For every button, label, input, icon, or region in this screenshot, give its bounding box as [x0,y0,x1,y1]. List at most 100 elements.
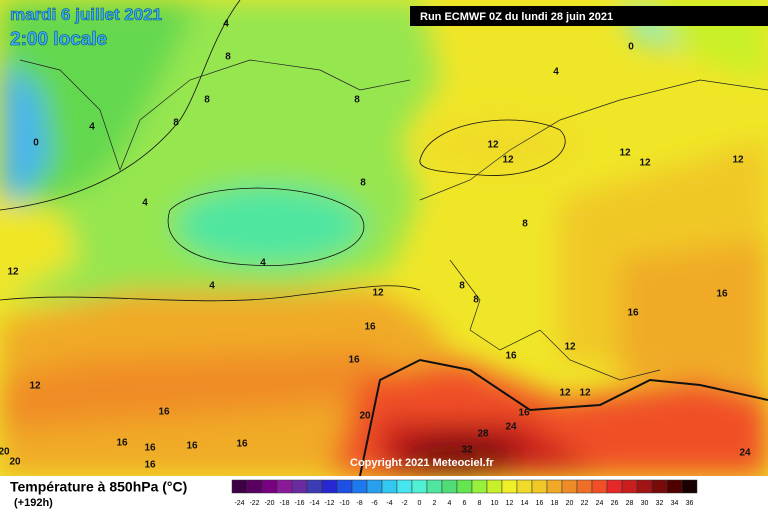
contour-label: 12 [7,267,19,278]
contour-label: 8 [204,95,210,106]
legend-tick-label: 26 [611,500,619,507]
color-swatch [246,479,263,494]
color-swatch [441,479,458,494]
contour-label: 16 [116,438,128,449]
color-swatch [471,479,488,494]
legend-tick-label: 4 [448,500,452,507]
contour-label: 4 [209,281,215,292]
contour-label: 0 [628,42,634,53]
legend-tick-label: -2 [401,500,407,507]
contour-label: 4 [223,19,229,30]
color-swatch [276,479,293,494]
color-swatch [501,479,518,494]
contour-label: 32 [461,445,473,456]
color-swatch [606,479,623,494]
contour-label: 12 [372,288,384,299]
contour-label: 12 [564,342,576,353]
contour-label: 4 [89,122,95,133]
legend-tick-label: -22 [249,500,259,507]
color-swatch [546,479,563,494]
color-swatch [396,479,413,494]
color-swatch [486,479,503,494]
legend-title: Température à 850hPa (°C) [10,479,187,495]
legend-tick-label: 2 [433,500,437,507]
legend-tick-label: 18 [551,500,559,507]
contour-label: 16 [716,289,728,300]
color-swatch [381,479,398,494]
contour-label: 16 [364,322,376,333]
contour-label: 16 [186,441,198,452]
legend-tick-label: 22 [581,500,589,507]
legend-tick-label: 36 [686,500,694,507]
color-swatch [351,479,368,494]
contour-label: 4 [142,198,148,209]
copyright: Copyright 2021 Meteociel.fr [350,457,494,469]
color-swatch [516,479,533,494]
color-swatch [621,479,638,494]
legend-tick-label: -8 [356,500,362,507]
contour-label: 12 [619,148,631,159]
legend-tick-label: 20 [566,500,574,507]
contour-label: 8 [225,52,231,63]
contour-label: 8 [354,95,360,106]
legend-tick-label: 14 [521,500,529,507]
contour-label: 24 [505,422,517,433]
contour-label: 12 [579,388,591,399]
contour-label: 16 [158,407,170,418]
contour-label: 16 [505,351,517,362]
legend-tick-label: -12 [324,500,334,507]
run-banner [410,6,768,26]
legend-tick-label: 6 [463,500,467,507]
color-swatch [636,479,653,494]
contour-label: 20 [0,447,10,458]
color-swatch [591,479,608,494]
colorbar: -24 -22 -20 -18 -16 -14 -12 -10 -8 -6 -4 -2 0 2 4 6 8 10 1… [231,479,698,507]
contour-label: 16 [518,408,530,419]
color-swatch [261,479,278,494]
legend-tick-label: 28 [626,500,634,507]
contour-label: 12 [732,155,744,166]
contour-label: 28 [477,429,489,440]
contour-label: 8 [459,281,465,292]
legend-tick-label: -20 [264,500,274,507]
map-date: mardi 6 juillet 2021 [10,5,162,24]
run-info: Run ECMWF 0Z du lundi 28 juin 2021 [420,11,613,23]
legend-tick-label: -14 [309,500,319,507]
legend-tick-label: 8 [478,500,482,507]
contour-label: 0 [33,138,39,149]
legend-tick-label: -18 [279,500,289,507]
legend-tick-label: 10 [491,500,499,507]
color-swatch [576,479,593,494]
contour-label: 8 [173,118,179,129]
color-swatch [561,479,578,494]
contour-label: 4 [260,258,266,269]
contour-label: 20 [359,411,371,422]
legend-tick-label: 24 [596,500,604,507]
map-time: 2:00 locale [10,29,107,50]
contour-label: 12 [502,155,514,166]
color-swatch [231,479,248,494]
legend-tick-label: -6 [371,500,377,507]
legend-tick-label: -4 [386,500,392,507]
contour-label: 12 [559,388,571,399]
color-swatch [291,479,308,494]
contour-label: 4 [553,67,559,78]
contour-label: 16 [627,308,639,319]
color-swatch [336,479,353,494]
legend-tick-label: 12 [506,500,514,507]
legend-subtitle: (+192h) [14,497,53,509]
contour-label: 16 [144,460,156,471]
contour-label: 8 [522,219,528,230]
color-swatch [411,479,428,494]
contour-label: 24 [739,448,751,459]
contour-label: 8 [360,178,366,189]
contour-label: 16 [348,355,360,366]
legend-tick-label: 32 [656,500,664,507]
color-swatch [456,479,473,494]
legend-tick-label: 0 [418,500,422,507]
contour-label: 16 [144,443,156,454]
color-swatch [651,479,668,494]
color-swatch [531,479,548,494]
